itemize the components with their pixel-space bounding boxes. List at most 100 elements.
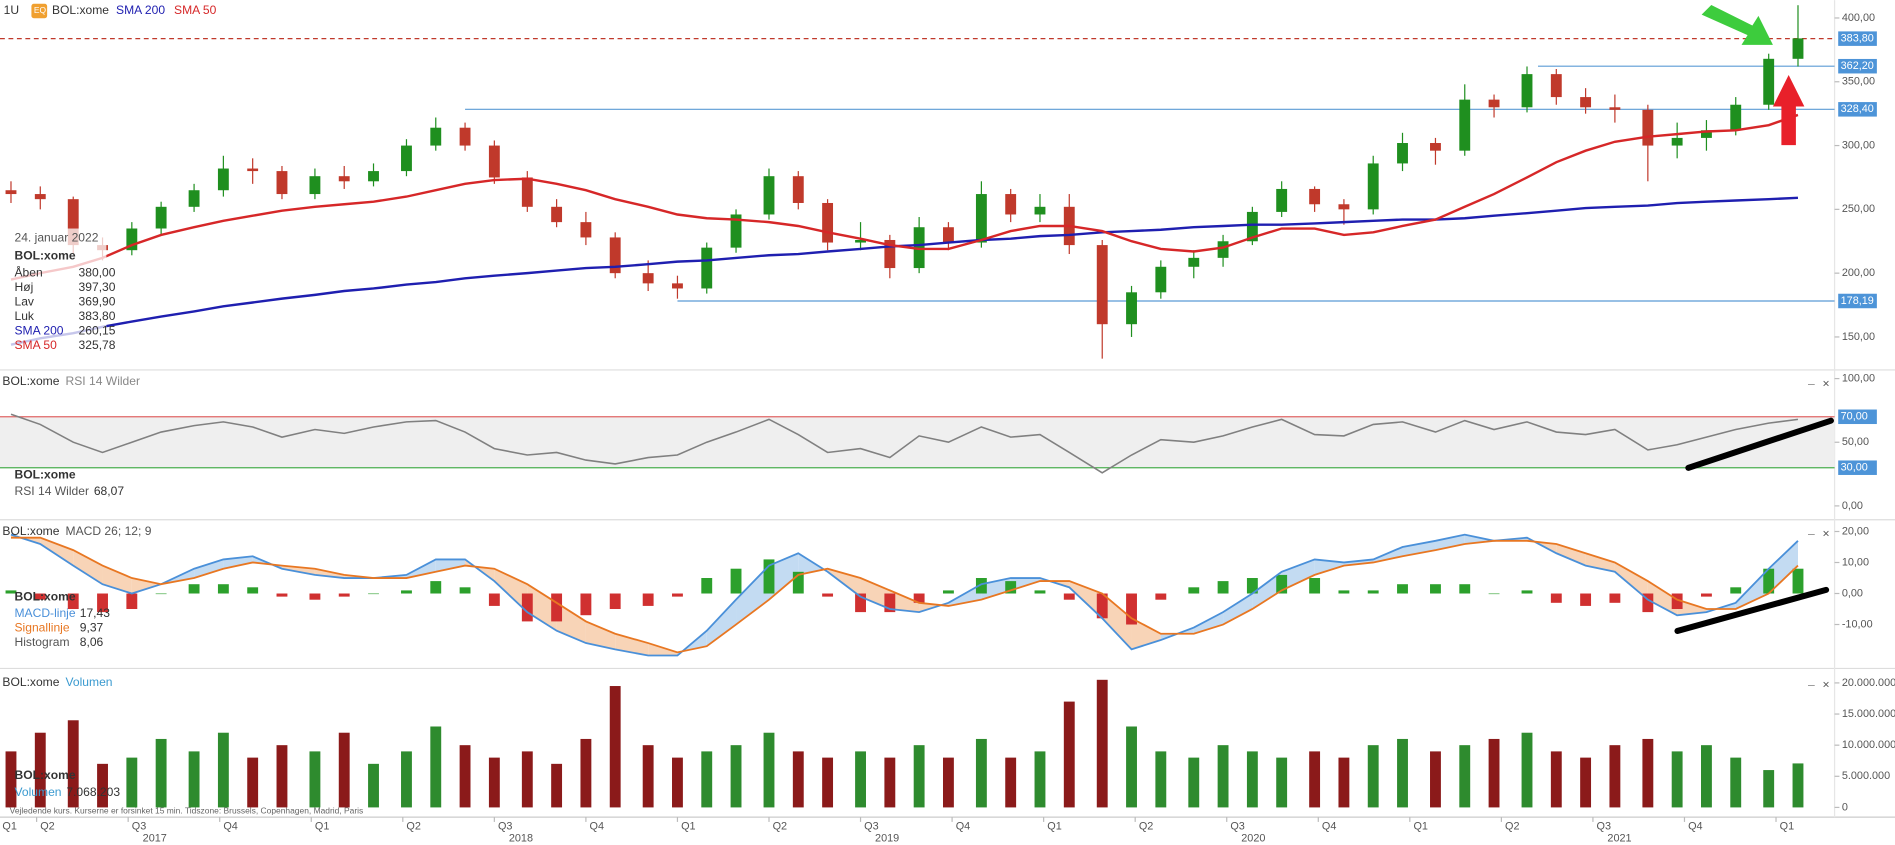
macd-fill xyxy=(527,584,557,631)
volume-bar xyxy=(1580,757,1592,808)
level-box xyxy=(1838,409,1877,425)
histogram-bar xyxy=(1609,593,1621,603)
volume-bar xyxy=(1063,701,1075,808)
macd-fill xyxy=(494,568,528,613)
histogram-bar xyxy=(1642,593,1654,613)
volume-bar xyxy=(1246,751,1258,808)
x-year-label: 2020 xyxy=(1241,833,1265,845)
y-tick-label: 150,00 xyxy=(1842,331,1875,343)
histogram-bar xyxy=(1397,584,1408,594)
macd-fill xyxy=(1435,534,1465,551)
histogram-bar xyxy=(942,590,954,594)
close[interactable]: × xyxy=(1822,377,1829,391)
minimize[interactable]: – xyxy=(1808,526,1815,540)
x-tick-label: Q3 xyxy=(498,821,513,833)
histogram-bar xyxy=(97,593,108,613)
candle-body xyxy=(975,194,987,243)
legend-sma200[interactable]: SMA 200 xyxy=(116,3,165,17)
panel-title: BOL:xome RSI 14 Wilder xyxy=(2,374,140,388)
x-year-label: 2017 xyxy=(143,833,167,845)
volume-bar xyxy=(1126,726,1137,808)
histogram-bar xyxy=(763,559,775,594)
info-value: 7.068.203 xyxy=(66,785,120,799)
histogram-bar xyxy=(276,593,288,597)
volume-bar xyxy=(217,732,229,808)
histogram-bar xyxy=(1276,574,1288,594)
close[interactable]: × xyxy=(1822,678,1829,692)
histogram-bar xyxy=(1459,584,1471,594)
volume-bar xyxy=(1671,751,1683,808)
candle-body xyxy=(551,206,563,223)
histogram-bar xyxy=(701,578,713,594)
candle-body xyxy=(1580,97,1592,108)
histogram-bar xyxy=(913,593,925,603)
histogram-bar xyxy=(155,593,167,595)
macd-fill xyxy=(194,559,224,579)
volume-bar xyxy=(276,745,288,808)
sma-line xyxy=(10,113,1799,281)
info-name: Luk xyxy=(15,309,35,323)
candle-body xyxy=(1792,38,1804,59)
x-tick-label: Q1 xyxy=(681,821,695,833)
volume-bar xyxy=(247,757,259,808)
histogram-bar xyxy=(1034,590,1046,594)
info-value: 380,00 xyxy=(79,265,116,279)
info-value: 383,80 xyxy=(79,309,116,323)
candle-body xyxy=(855,239,866,243)
y-tick-label: 0,00 xyxy=(1842,587,1863,599)
candle-body xyxy=(580,222,592,238)
red-arrow xyxy=(1772,75,1805,146)
candle-body xyxy=(309,176,321,195)
y-tick-label: 10,00 xyxy=(1842,556,1869,568)
histogram-bar xyxy=(368,593,379,595)
histogram-bar xyxy=(67,593,79,610)
volume-bar xyxy=(188,751,200,808)
candle-body xyxy=(1521,74,1533,108)
macd-fill xyxy=(585,621,616,650)
badge-bg xyxy=(31,3,48,19)
candle-body xyxy=(247,168,259,172)
histogram-bar xyxy=(1521,590,1533,594)
volume-bar xyxy=(580,738,592,808)
candle-body xyxy=(942,227,954,243)
histogram-bar xyxy=(1763,568,1775,594)
legend-sma50[interactable]: SMA 50 xyxy=(174,3,217,17)
candle-body xyxy=(1276,188,1288,212)
volume-bar xyxy=(488,757,500,808)
panel-symbol: BOL:xome xyxy=(2,675,59,689)
interval[interactable]: 1U xyxy=(4,3,19,17)
macd-fill xyxy=(1556,543,1586,566)
histogram-bar xyxy=(1730,587,1742,594)
x-tick-label: Q2 xyxy=(406,821,421,833)
symbol[interactable]: BOL:xome xyxy=(52,3,109,17)
info-name: Histogram xyxy=(15,635,70,649)
y-tick-label: 250,00 xyxy=(1842,203,1875,215)
macd-fill xyxy=(1647,581,1678,616)
info-name: Lav xyxy=(15,294,34,308)
histogram-bar xyxy=(247,587,259,594)
candle-body xyxy=(609,237,621,274)
histogram-bar xyxy=(430,581,442,594)
candle-body xyxy=(276,171,288,195)
histogram-bar xyxy=(1550,593,1562,603)
candle-body xyxy=(1763,58,1775,105)
candle-body xyxy=(521,177,533,207)
histogram-bar xyxy=(855,593,866,613)
minimize[interactable]: – xyxy=(1808,377,1815,391)
macd-fill xyxy=(40,537,74,566)
histogram-bar xyxy=(822,593,834,597)
y-tick-label: 300,00 xyxy=(1842,139,1875,151)
volume-bar xyxy=(642,745,654,808)
histogram-bar xyxy=(338,593,350,597)
panel-name: RSI 14 Wilder xyxy=(66,374,141,388)
close[interactable]: × xyxy=(1822,526,1829,540)
y-tick-label: 20,00 xyxy=(1842,525,1869,537)
y-tick-label: 0 xyxy=(1842,801,1848,813)
minimize[interactable]: – xyxy=(1808,678,1815,692)
info-value: 369,90 xyxy=(79,294,116,308)
info-name: Åben xyxy=(15,264,43,279)
info-value: 260,15 xyxy=(79,323,116,337)
histogram-bar xyxy=(1309,578,1321,594)
volume-bar xyxy=(309,751,321,808)
candle-body xyxy=(368,171,379,182)
